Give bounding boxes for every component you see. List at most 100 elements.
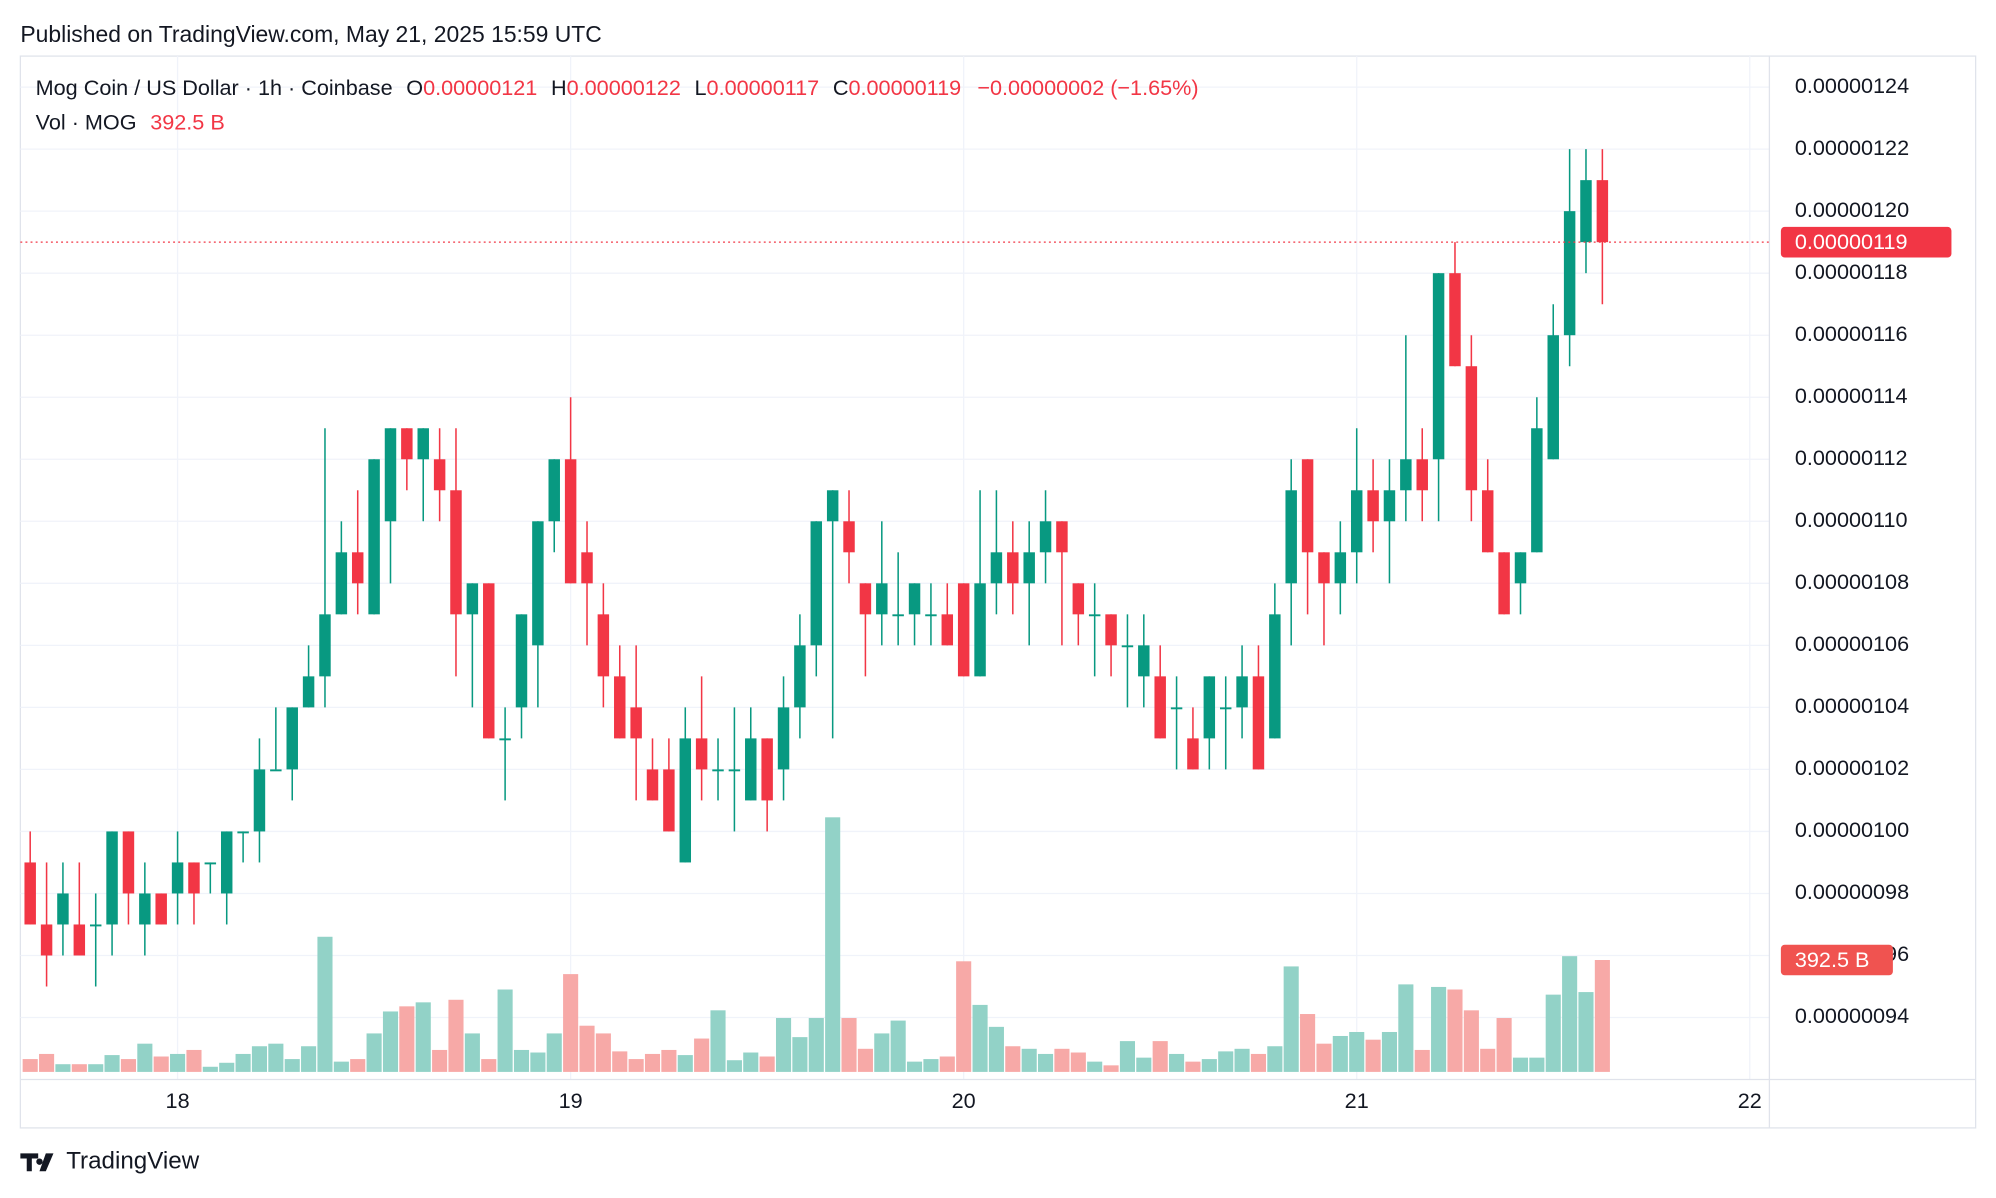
candle-body — [1236, 676, 1248, 708]
candle-body — [941, 614, 954, 646]
volume-bar — [1136, 1057, 1152, 1072]
volume-bar — [1496, 1018, 1512, 1072]
candle-body — [679, 738, 692, 863]
volume-bar — [1087, 1061, 1103, 1072]
volume-bar — [841, 1018, 857, 1072]
candle-body — [1007, 552, 1019, 584]
candles — [24, 149, 1609, 987]
volume-bar — [481, 1059, 497, 1072]
candle-body — [335, 552, 348, 615]
candle-body — [695, 738, 708, 770]
candle-body — [40, 924, 53, 956]
volume-bar — [1316, 1043, 1332, 1072]
volume-bar — [120, 1059, 137, 1072]
candle-body — [171, 862, 184, 894]
volume-bar — [1250, 1053, 1267, 1072]
volume-legend: Vol · MOG 392.5 B — [36, 109, 225, 134]
candle-body — [1596, 180, 1609, 243]
volume-bar — [1070, 1052, 1086, 1072]
candle-body — [188, 862, 200, 894]
y-tick-label: 0.00000098 — [1795, 879, 1909, 904]
y-tick-label: 0.00000116 — [1795, 321, 1908, 346]
volume-bar — [1529, 1057, 1545, 1072]
volume-bar — [251, 1046, 268, 1072]
volume-bar — [1578, 992, 1594, 1072]
candle-body — [1432, 273, 1445, 460]
volume-bar — [104, 1055, 120, 1072]
candle-body — [466, 583, 479, 615]
volume-bar — [153, 1056, 169, 1072]
y-tick-label: 0.00000108 — [1795, 569, 1909, 594]
candle-body — [892, 614, 904, 617]
candle-body — [220, 831, 233, 894]
volume-bar — [1037, 1053, 1054, 1072]
candle-body — [614, 676, 626, 739]
candle-body — [646, 769, 659, 801]
x-tick-label: 18 — [166, 1088, 190, 1113]
volume-bar — [1218, 1051, 1234, 1072]
candle-body — [1334, 552, 1347, 584]
candle-body — [532, 521, 544, 646]
candle-body — [1219, 707, 1232, 710]
volume-bar — [563, 974, 579, 1072]
volume-bar — [1283, 966, 1299, 1072]
volume-bar — [137, 1043, 153, 1072]
volume-legend-label: Vol · MOG — [36, 109, 137, 134]
candle-body — [1056, 521, 1068, 553]
logo-mark — [20, 1153, 54, 1172]
volume-bar — [792, 1037, 808, 1072]
candle-body — [1367, 490, 1379, 522]
volume-bar — [546, 1033, 562, 1072]
candle-body — [450, 490, 462, 615]
grid — [20, 56, 1770, 1080]
candle-body — [302, 676, 315, 708]
candle-body — [417, 428, 429, 460]
candle-body — [499, 738, 511, 741]
legend-close: 0.00000119 — [848, 75, 961, 100]
candle-body — [253, 769, 266, 832]
volume-bar — [825, 817, 841, 1072]
y-tick-label: 0.00000118 — [1795, 259, 1908, 284]
volume-bar — [1365, 1039, 1381, 1072]
candle-body — [1121, 645, 1134, 648]
candle-body — [1301, 459, 1314, 553]
candle-body — [1285, 490, 1297, 584]
volume-bar — [988, 1026, 1004, 1072]
candle-body — [876, 583, 888, 615]
volume-bar — [1185, 1061, 1201, 1072]
candle-body — [1203, 676, 1216, 739]
volume-bar — [432, 1049, 448, 1072]
candle-body — [1563, 211, 1576, 336]
volume-bar — [22, 1059, 38, 1072]
candle-body — [1269, 614, 1281, 739]
legend-high-label: H — [551, 75, 567, 100]
volume-bar — [170, 1053, 186, 1072]
y-tick-label: 0.00000120 — [1795, 197, 1909, 222]
volume-bar — [579, 1025, 595, 1072]
volume-bar — [497, 989, 513, 1072]
candle-body — [73, 924, 86, 956]
volume-bar — [874, 1033, 890, 1072]
candle-body — [1481, 490, 1494, 553]
candle-body — [237, 831, 249, 834]
volume-bar — [1021, 1048, 1037, 1072]
candle-body — [155, 893, 167, 925]
candle-body — [204, 862, 217, 865]
candle-body — [24, 862, 36, 925]
volume-bar — [595, 1033, 611, 1072]
candle-body — [826, 490, 839, 522]
legend-symbol: Mog Coin / US Dollar · 1h · Coinbase — [36, 75, 393, 100]
volume-bar — [1054, 1048, 1070, 1072]
volume-bar — [612, 1051, 628, 1072]
volume-bar — [726, 1060, 742, 1072]
candle-body — [122, 831, 135, 894]
volume-bar — [1398, 984, 1414, 1072]
volume-bar — [88, 1064, 104, 1072]
volume-bar — [415, 1002, 431, 1072]
chart-frame — [19, 55, 1977, 1129]
volume-bar — [1005, 1046, 1021, 1072]
legend-change: −0.00000002 (−1.65%) — [977, 75, 1198, 100]
volume-bar — [399, 1006, 415, 1072]
candle-body — [286, 707, 298, 770]
candle-body — [1350, 490, 1363, 553]
